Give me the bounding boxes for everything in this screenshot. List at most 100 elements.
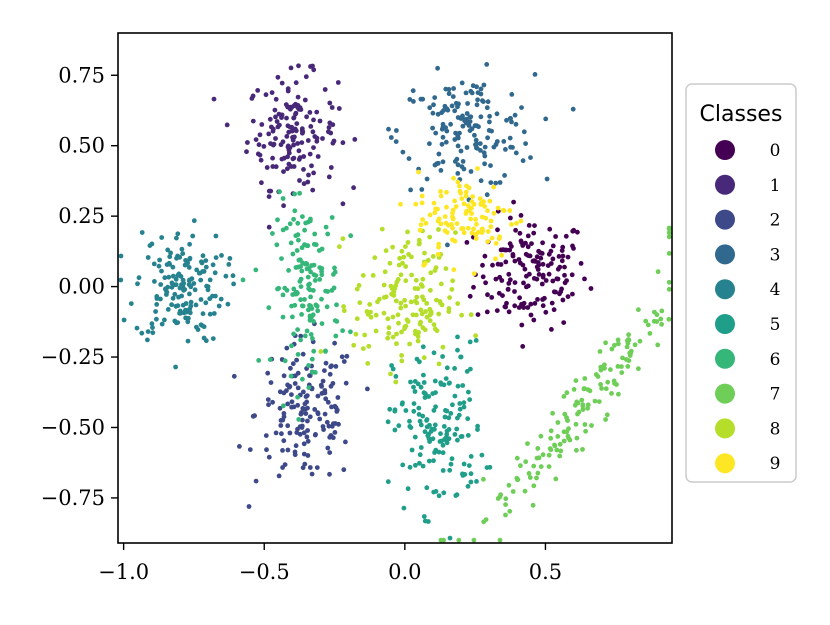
point-class-4 [216,303,222,309]
point-class-6 [295,264,301,270]
point-class-7 [507,508,513,514]
point-class-9 [446,222,451,228]
point-class-3 [478,148,483,153]
point-class-7 [438,537,444,543]
point-class-0 [555,276,561,282]
point-class-9 [479,230,485,235]
point-class-2 [327,450,333,455]
point-class-9 [461,230,467,236]
point-class-7 [525,441,530,446]
point-class-0 [467,293,473,299]
point-class-5 [411,401,417,406]
point-class-3 [418,96,424,102]
point-class-2 [295,370,301,376]
point-class-7 [575,411,580,417]
point-class-3 [484,105,490,111]
point-class-0 [578,261,584,266]
point-class-7 [599,386,604,391]
point-class-1 [250,118,256,124]
legend-marker-7 [715,383,735,404]
point-class-4 [170,295,176,301]
point-class-7 [596,399,602,404]
point-class-2 [309,471,315,477]
point-class-8 [403,278,409,284]
point-class-7 [625,340,631,346]
point-class-0 [546,271,552,277]
point-class-7 [526,471,532,476]
point-class-5 [438,431,443,437]
point-class-7 [626,337,631,342]
point-class-7 [597,349,603,354]
point-class-8 [400,260,405,266]
point-class-6 [306,307,311,313]
point-class-0 [553,234,558,239]
point-class-5 [420,344,426,350]
point-class-0 [534,264,540,270]
point-class-9 [438,189,443,194]
point-class-4 [207,277,213,283]
point-class-4 [156,263,162,269]
point-class-9 [464,208,469,214]
point-class-4 [175,320,181,325]
point-class-2 [246,504,252,509]
point-class-8 [459,312,464,318]
point-class-6 [319,321,325,326]
point-class-3 [439,141,445,147]
point-class-4 [175,231,181,237]
point-class-1 [310,63,315,69]
point-class-6 [282,358,288,364]
point-class-2 [323,396,329,402]
point-class-7 [546,464,552,469]
point-class-4 [121,317,127,323]
point-class-2 [265,397,271,402]
point-class-6 [296,417,302,422]
point-class-8 [432,326,438,332]
point-class-0 [528,301,534,307]
legend-marker-0 [715,140,735,160]
point-class-3 [432,95,438,100]
point-class-5 [431,458,436,464]
point-class-4 [170,273,176,279]
point-class-0 [528,312,534,318]
point-class-1 [310,129,316,135]
point-class-8 [428,270,434,276]
point-class-6 [306,385,312,390]
point-class-4 [205,287,211,293]
point-class-4 [231,281,237,287]
point-class-8 [366,343,372,349]
point-class-1 [261,144,267,149]
point-class-1 [312,134,318,139]
point-class-2 [264,447,269,453]
point-class-3 [503,147,508,152]
point-class-6 [304,328,310,334]
point-class-5 [446,427,452,432]
point-class-5 [392,407,398,413]
y-tick-label: −0.75 [41,486,105,510]
point-class-1 [259,122,265,127]
point-class-1 [281,203,286,209]
point-class-1 [296,148,302,154]
point-class-8 [393,379,399,385]
point-class-5 [452,393,458,399]
point-class-2 [315,393,321,399]
point-class-1 [273,114,278,120]
point-class-8 [354,286,360,292]
point-class-5 [432,378,438,384]
point-class-1 [291,115,297,120]
point-class-3 [458,148,464,154]
point-class-1 [327,100,333,106]
point-class-3 [464,111,470,116]
point-class-3 [435,65,440,71]
point-class-6 [287,221,293,227]
point-class-8 [422,250,427,256]
point-class-1 [271,141,277,147]
point-class-3 [523,141,528,147]
point-class-5 [443,376,449,381]
point-class-9 [450,207,456,213]
point-class-8 [386,330,392,336]
point-class-8 [367,302,373,307]
point-class-4 [198,297,204,302]
point-class-7 [531,463,537,469]
point-class-7 [603,417,608,422]
point-class-0 [559,258,565,264]
